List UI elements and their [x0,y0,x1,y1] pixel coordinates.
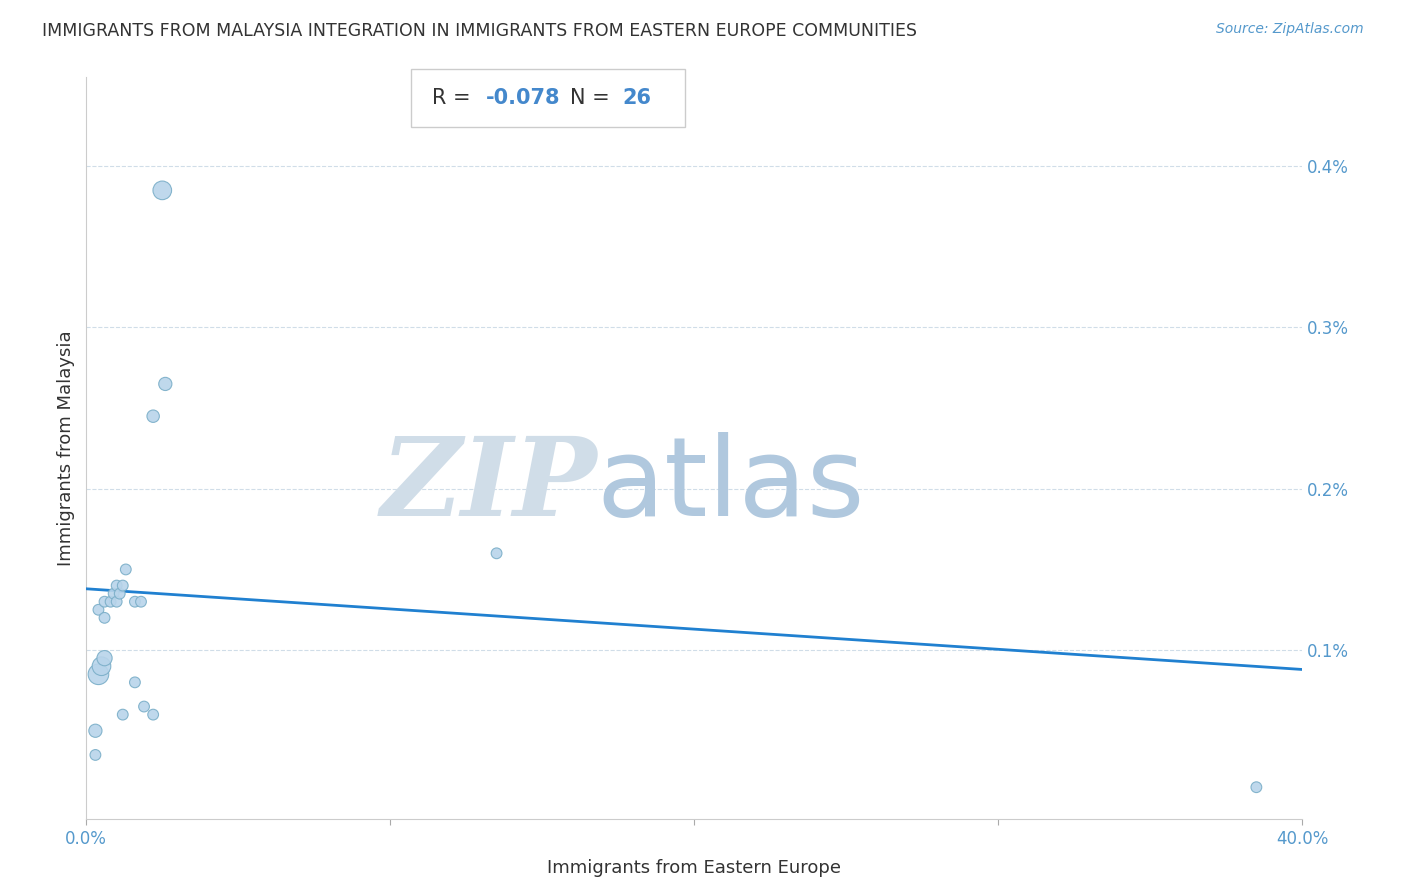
Text: -0.078: -0.078 [485,87,560,108]
Point [129,595,152,609]
Text: 26: 26 [621,87,651,108]
Point [93,595,115,609]
Point [87,667,110,681]
Point [142,409,165,424]
Text: atlas: atlas [598,432,865,539]
Point [132,699,155,714]
Text: R =: R = [432,87,478,108]
Point [87,603,110,617]
Point [90,659,112,673]
Point [111,707,134,722]
Text: ZIP: ZIP [380,432,598,540]
Text: Source: ZipAtlas.com: Source: ZipAtlas.com [1216,22,1364,37]
Point [124,595,146,609]
Point [93,651,115,665]
Point [84,723,107,738]
Point [155,376,177,391]
Text: IMMIGRANTS FROM MALAYSIA INTEGRATION IN IMMIGRANTS FROM EASTERN EUROPE COMMUNITI: IMMIGRANTS FROM MALAYSIA INTEGRATION IN … [42,22,917,40]
Point [150,183,173,197]
Point [93,611,115,625]
Point [111,578,134,592]
Point [142,707,165,722]
Point [84,747,107,762]
Point [100,595,122,609]
Point [105,595,128,609]
X-axis label: Immigrants from Eastern Europe: Immigrants from Eastern Europe [547,859,841,877]
Point [485,546,508,560]
Point [103,587,125,601]
Point [108,587,131,601]
Point [105,578,128,592]
Point [1246,780,1268,795]
Y-axis label: Immigrants from Malaysia: Immigrants from Malaysia [58,331,75,566]
Point [124,675,146,690]
Text: N =: N = [569,87,616,108]
Point [114,562,136,576]
